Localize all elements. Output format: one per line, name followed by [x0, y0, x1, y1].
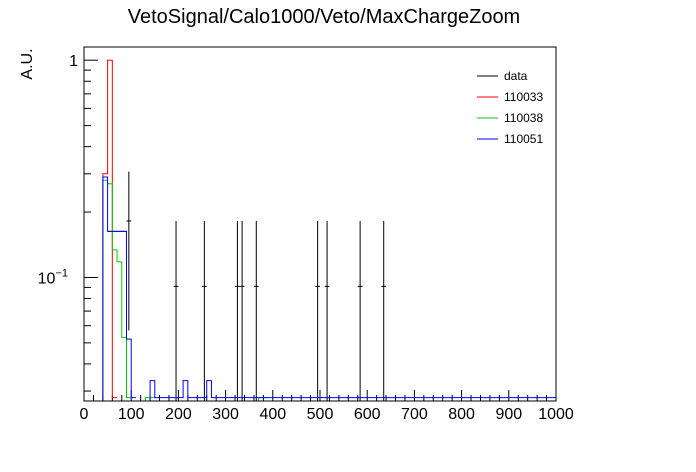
y-tick-label-base: 10 [38, 270, 56, 287]
y-tick-label: 10−1 [38, 267, 68, 287]
series-data [107, 171, 387, 401]
legend-label-110038: 110038 [504, 111, 543, 125]
series-layer [102, 59, 556, 401]
series-110051 [102, 176, 556, 401]
x-tick-label: 800 [448, 406, 475, 423]
x-tick-label: 600 [354, 406, 381, 423]
x-tick-label: 200 [165, 406, 192, 423]
plot-frame [83, 46, 557, 402]
x-tick-label: 1000 [538, 406, 574, 423]
x-tick-label: 900 [495, 406, 522, 423]
chart-title: VetoSignal/Calo1000/Veto/MaxChargeZoom [128, 6, 520, 28]
x-tick-label: 500 [307, 406, 334, 423]
legend-label-110033: 110033 [504, 90, 543, 104]
legend: data 110033 110038 110051 [477, 69, 543, 146]
y-axis-ticks: 1 10−1 [38, 53, 98, 392]
legend-label-data: data [504, 69, 528, 83]
x-tick-label: 100 [118, 406, 145, 423]
y-axis-label: A.U. [19, 48, 36, 79]
series-110033 [102, 59, 118, 401]
x-tick-label: 0 [80, 406, 89, 423]
y-tick-label: 1 [69, 53, 78, 70]
y-tick-label-base: 1 [69, 53, 78, 70]
x-tick-label: 400 [259, 406, 286, 423]
x-tick-label: 300 [212, 406, 239, 423]
x-tick-label: 700 [401, 406, 428, 423]
series-line-110033 [102, 59, 118, 401]
legend-label-110051: 110051 [504, 132, 543, 146]
series-line-110051 [102, 176, 556, 401]
y-tick-label-exponent: −1 [55, 267, 68, 279]
